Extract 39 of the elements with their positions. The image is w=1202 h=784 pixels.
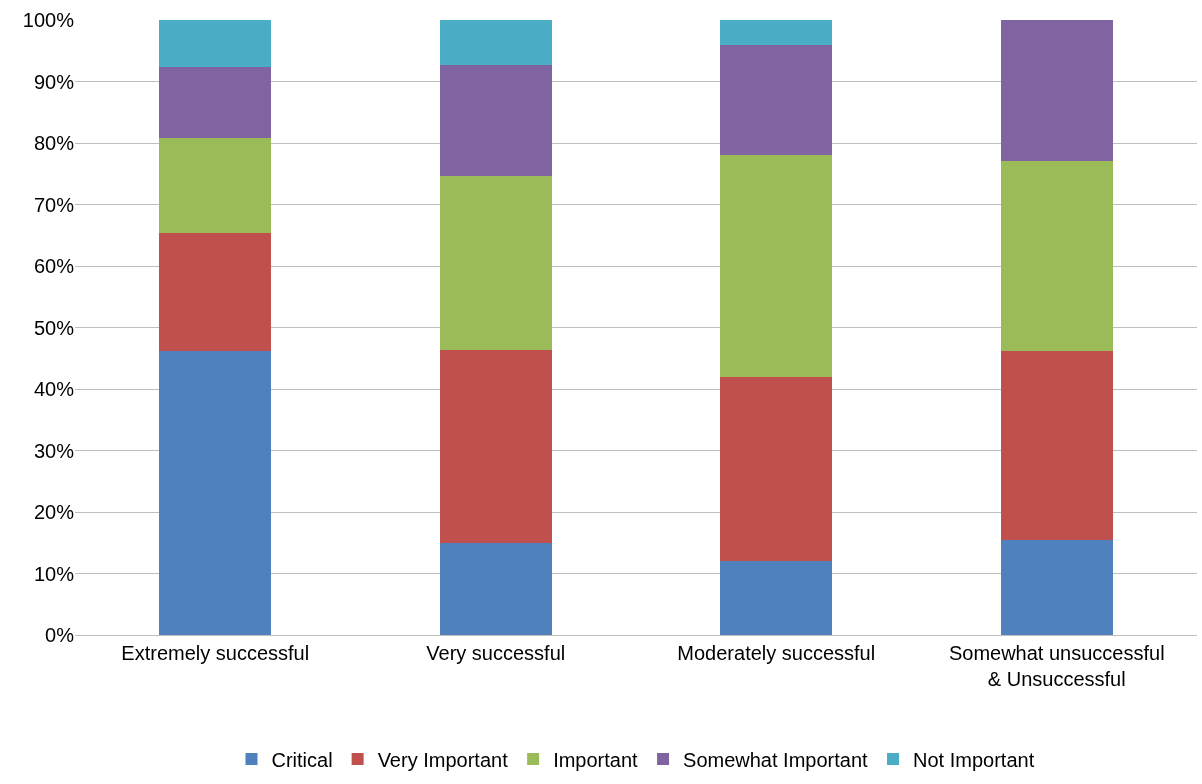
y-tick-label: 60%: [33, 255, 75, 277]
bar: [720, 44, 833, 155]
y-tick-label: 100%: [22, 9, 75, 31]
bar: [439, 542, 552, 635]
bar: [720, 560, 833, 635]
y-tick-label: 70%: [33, 193, 75, 216]
bar: [1000, 161, 1113, 351]
y-tick-label: 40%: [33, 378, 75, 400]
bar: [159, 138, 272, 233]
y-tick-label: 80%: [33, 132, 75, 154]
bar: [159, 350, 272, 635]
y-tick-label: 90%: [33, 70, 75, 93]
bar: [439, 176, 552, 351]
y-tick-label: 0%: [45, 624, 75, 646]
y-tick-label: 10%: [33, 562, 75, 585]
bar: [439, 20, 552, 65]
bar: [1000, 350, 1113, 541]
bar: [159, 232, 272, 351]
bar: [439, 64, 552, 177]
bar: [1000, 20, 1113, 162]
x-tick-label: Very successful: [426, 642, 566, 664]
bar: [720, 376, 833, 561]
x-tick-label: Moderately successful: [677, 642, 876, 664]
bar: [159, 20, 272, 68]
bar: [159, 67, 272, 139]
legend-label: Not Important: [913, 748, 1035, 771]
y-tick-label: 20%: [33, 501, 75, 523]
y-tick-label: 50%: [33, 316, 75, 339]
legend-label: Critical: [271, 748, 333, 771]
bar: [720, 20, 833, 45]
bar: [1000, 540, 1113, 635]
y-tick-label: 30%: [33, 439, 75, 462]
legend-label: Very Important: [377, 748, 509, 771]
legend-label: Important: [553, 748, 639, 771]
bar: [439, 350, 552, 543]
bar: [720, 154, 833, 377]
legend-label: Somewhat Important: [683, 748, 869, 771]
x-tick-label: Somewhat unsuccessful & Unsuccessful: [948, 642, 1165, 690]
x-tick-label: Extremely successful: [121, 642, 310, 664]
